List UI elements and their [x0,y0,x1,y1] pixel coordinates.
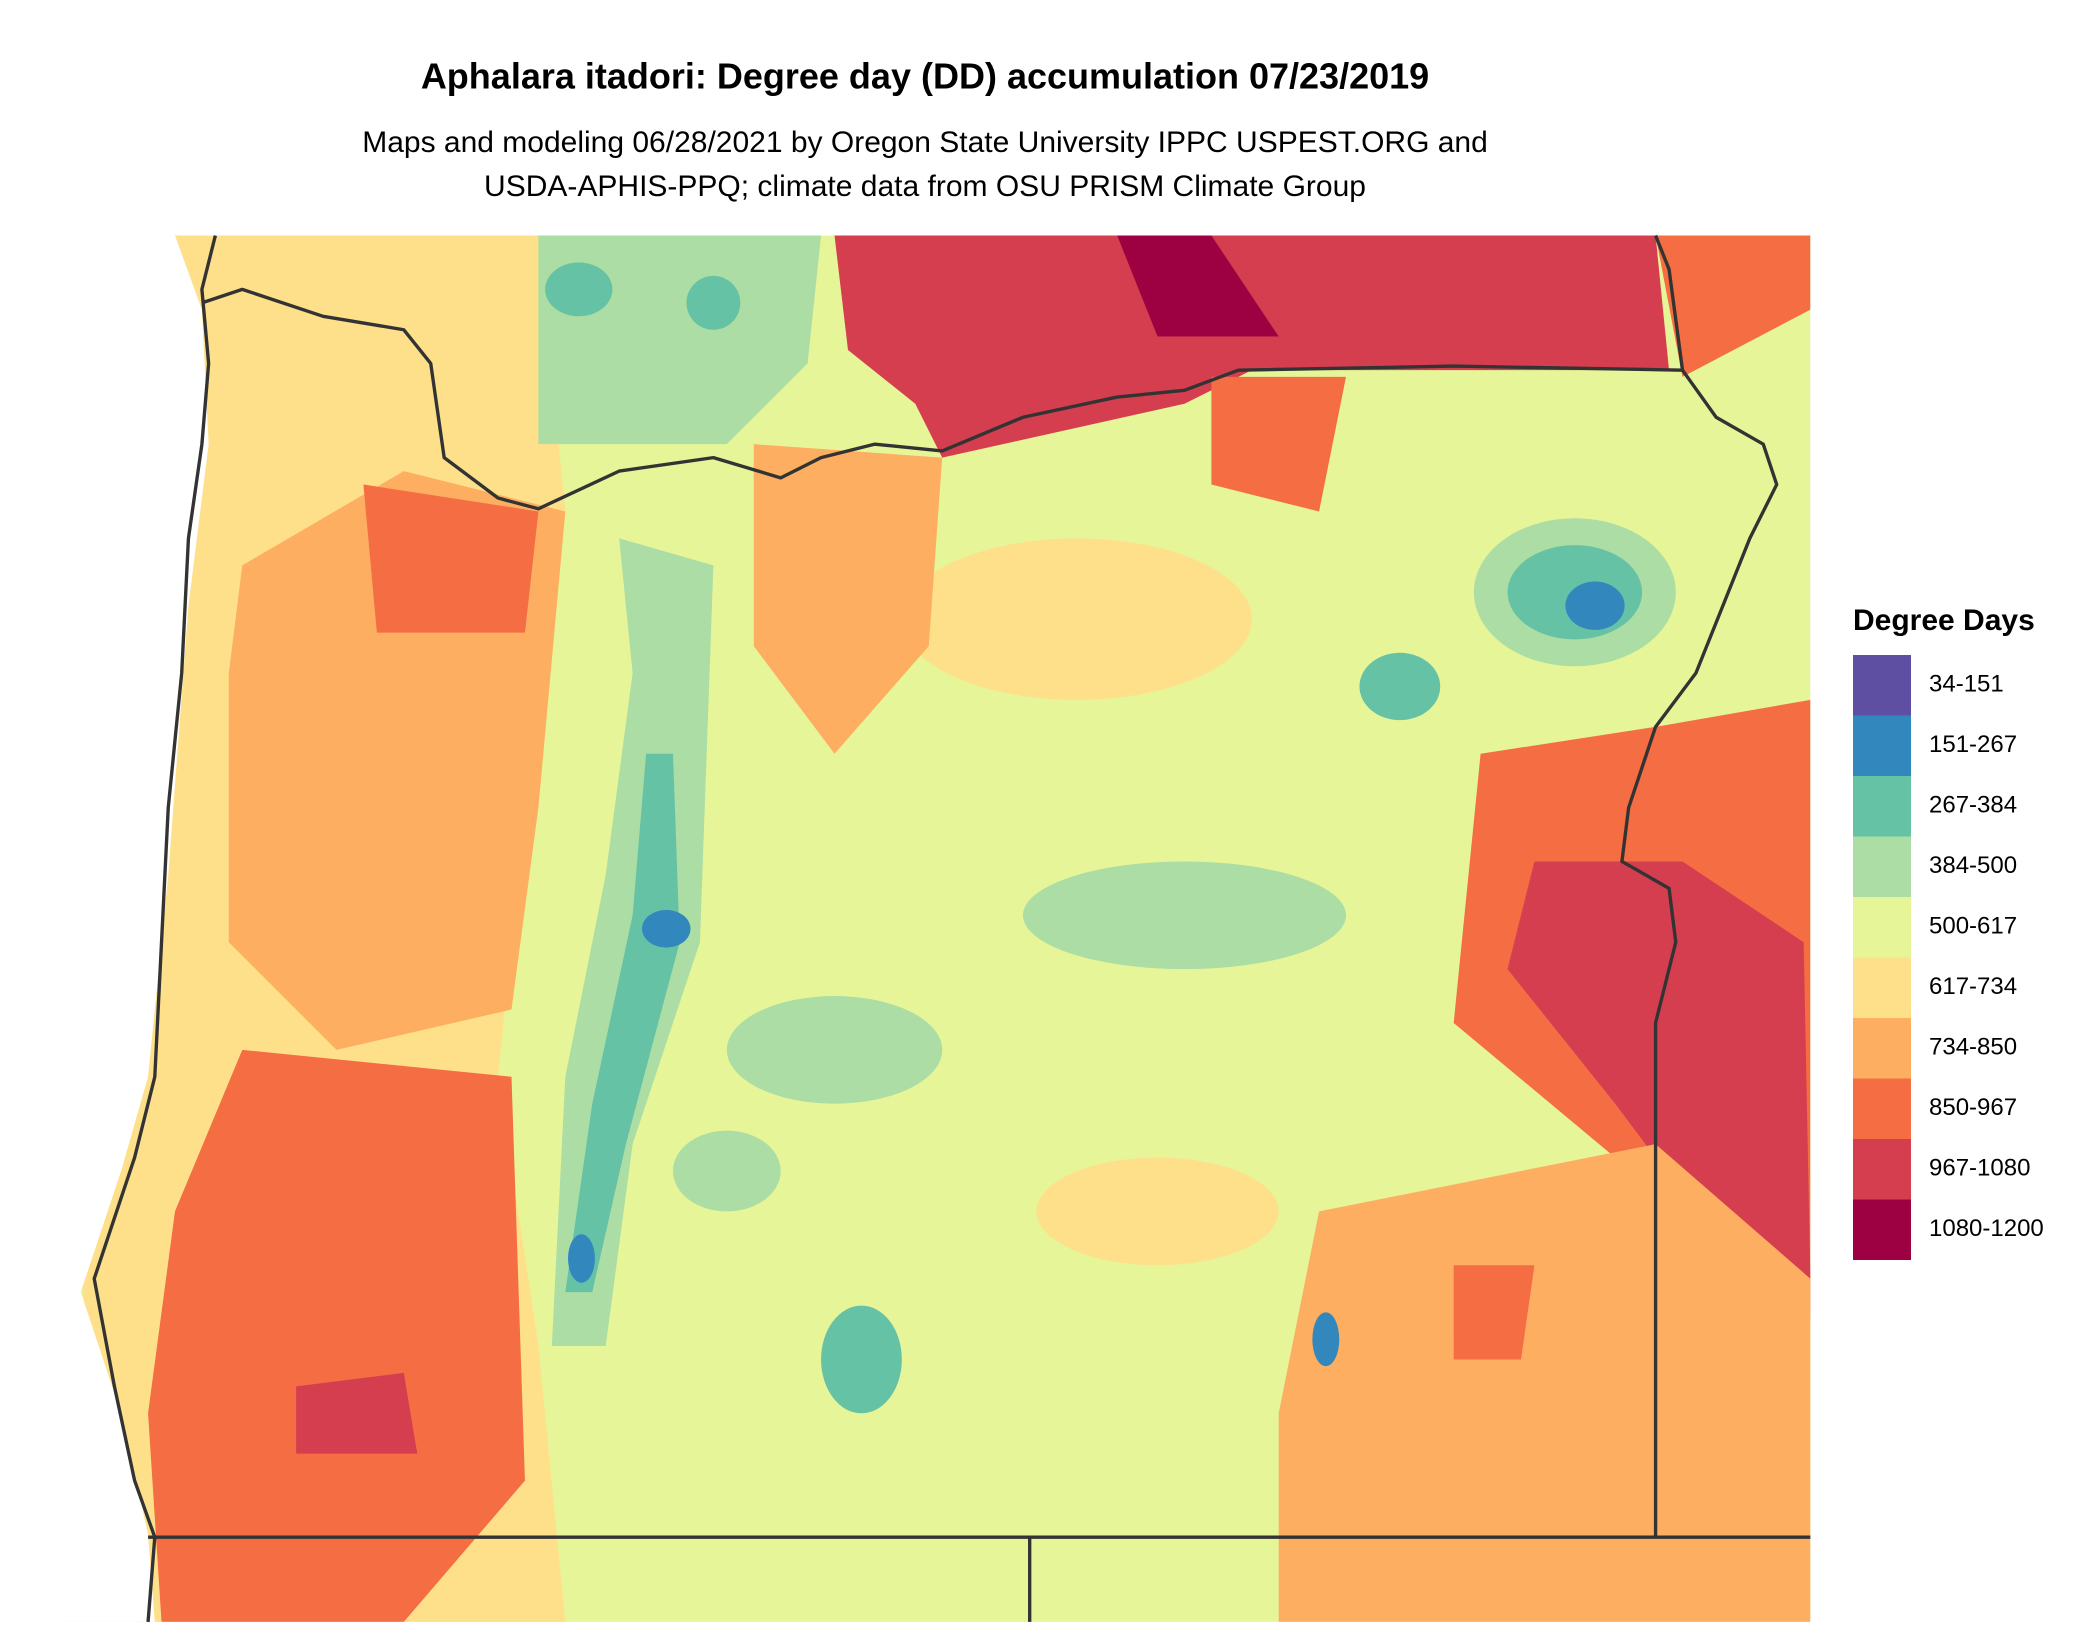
heatmap [60,235,1811,1622]
map-subtitle: USDA-APHIS-PPQ; climate data from OSU PR… [484,170,1366,203]
coldest-zone [1565,581,1625,630]
legend-label: 151-267 [1929,731,2017,758]
coastline [92,235,217,1623]
legend: 34-151 151-267 267-384 384-500 500-617 617-73… [1853,655,2044,1260]
legend-swatch [1853,957,1911,1018]
legend-swatch [1853,1139,1911,1200]
legend-swatch [1853,836,1911,897]
hot-zone [1655,235,1811,377]
legend-swatch [1853,655,1911,716]
hot-zone [363,484,539,633]
cold-zone [565,753,680,1293]
legend-label: 384-500 [1929,852,2017,879]
hotter-zone [834,235,1670,458]
legend-label: 967-1080 [1929,1155,2030,1182]
warm-zone [1036,1157,1279,1266]
cold-zone [686,275,741,330]
hot-zone [148,1049,525,1622]
legend-label: 617-734 [1929,973,2017,1000]
legend-label: 500-617 [1929,913,2017,940]
legend-label: 734-850 [1929,1034,2017,1061]
coldest-zone [642,909,691,948]
cool-zone [1022,861,1346,970]
hottest-zone [1117,235,1279,337]
cool-zone [673,1130,781,1212]
legend-swatch [1853,1078,1911,1139]
ocean [60,235,209,1622]
legend-swatch [1853,897,1911,958]
state-border [201,287,1779,1538]
hot-zone [1211,376,1346,512]
map-subtitle: Maps and modeling 06/28/2021 by Oregon S… [362,126,1488,159]
legend-swatch [1853,715,1911,776]
coldest-zone [1312,1312,1340,1367]
legend-swatch [1853,1199,1911,1260]
legend-label: 850-967 [1929,1094,2017,1121]
valley-zone [1278,1144,1811,1622]
hot-zone [1453,1265,1535,1360]
map-title: Aphalara itadori: Degree day (DD) accumu… [421,56,1429,97]
cool-zone [726,996,943,1104]
legend-label: 1080-1200 [1929,1215,2044,1242]
legend-swatch [1853,1018,1911,1079]
legend-label: 34-151 [1929,671,2004,698]
hotter-zone [1507,861,1811,1279]
legend-label: 267-384 [1929,792,2017,819]
map [60,234,1811,1623]
cold-zone [821,1305,902,1414]
coldest-zone [568,1234,595,1283]
hotter-zone [296,1372,418,1454]
legend-title: Degree Days [1853,604,2035,637]
legend-swatch [1853,776,1911,837]
warm-zone [901,538,1252,700]
cold-zone [545,262,613,317]
cold-zone [1359,652,1441,721]
valley-zone [753,444,943,754]
state-border [1654,234,1685,371]
